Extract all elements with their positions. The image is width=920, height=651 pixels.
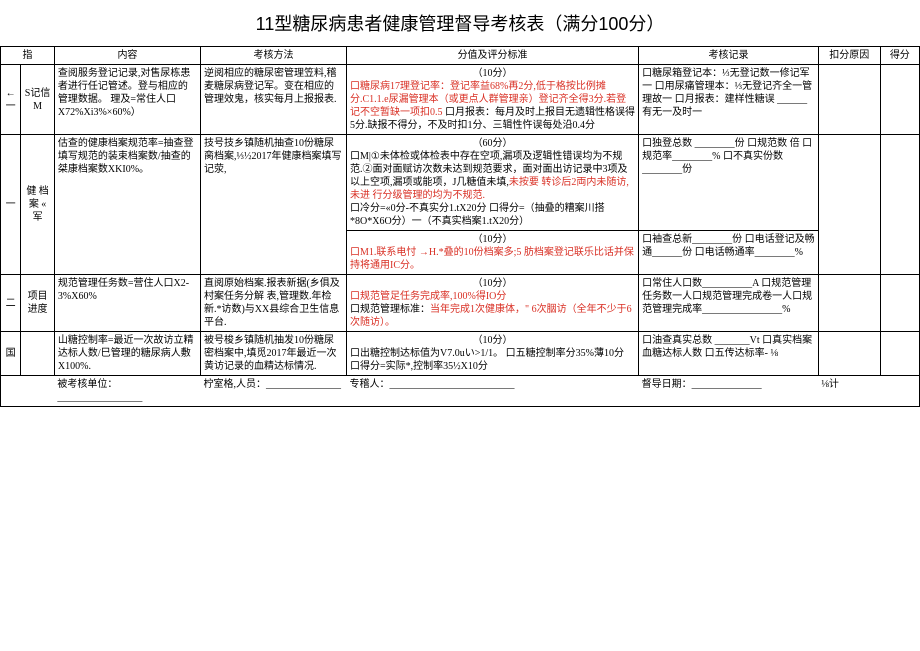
footer-date: 督导日期：______________ (639, 376, 819, 407)
r1-score: （10分） 口糖尿病17理登记率：登记率益68%再2分,低于格按比例摊分.C1.… (347, 65, 639, 135)
footer-unit: 被考核单位：_________________ (54, 376, 200, 407)
r2-deduct (818, 135, 880, 275)
r2b-score-red: 口M1.联系电忖 →H.*叠的10份档案多;5 肪档案登记联乐比话并保持将通用I… (350, 247, 634, 271)
r2-content: 估查的健康档案规范率=抽查登填写规范的装束档案数/抽查的 桀康档案数XKI0%。 (54, 135, 200, 275)
r4-score-header: （10分） (350, 334, 635, 347)
r3-deduct (818, 275, 880, 332)
r4-method: 被号梭乡镇随机抽发10份糖尿密档案中,填觅2017年最近一次黄访记录的血精达标情… (200, 332, 346, 376)
r2b-record: 口袖查总新________份 口电话登记及畅通______份 口电话畅通率___… (639, 231, 819, 275)
r4-deduct (818, 332, 880, 376)
row-1: ←一 S记信M 查阅服务登记记录,对售尿栋患者进行任记管述。登与相应的管理数据。… (1, 65, 920, 135)
r3-score-header: （10分） (350, 277, 635, 290)
r1-score-header: （10分） (350, 67, 635, 80)
r1-sideb: S记信M (21, 65, 55, 135)
row-2a: 一 健 档案 « 军 估查的健康档案规范率=抽查登填写规范的装束档案数/抽查的 … (1, 135, 920, 231)
page-title: 11型糖尿病患者健康管理督导考核表（满分100分） (0, 0, 920, 46)
r1-points (880, 65, 919, 135)
r2a-score-rest: 口冷分=«0分-不真实分1.tX20分 口得分=（抽叠的糟案川搭*8O*X6O分… (350, 202, 635, 228)
r3-score-mix: 口规范管理标准： (350, 304, 430, 315)
th-score: 分值及评分标准 (347, 47, 639, 65)
r1-sidea: ←一 (1, 65, 21, 135)
r2a-record: 口独登总数 ________份 口规范数 倍 口规范率________% 口不真… (639, 135, 819, 231)
r4-sideb (21, 332, 55, 376)
footer-total: ⅛计 (818, 376, 880, 407)
r2-sideb: 健 档案 « 军 (21, 135, 55, 275)
r1-content: 查阅服务登记记录,对售尿栋患者进行任记管述。登与相应的管理数据。 理及=常住人口… (54, 65, 200, 135)
th-deduct: 扣分原因 (818, 47, 880, 65)
r4-content: 山糖控制率=最近一次故访立精达标人数/巳管理的糖尿病人敷X100%. (54, 332, 200, 376)
r3-record: 口常住人口数__________A 口规范管理任务数一人口规范管理完成卷一人口规… (639, 275, 819, 332)
r1-method: 逆阅相应的糖尿密管理笠料,稽麦糖尿病登记军。变在相应的管理效鬼，核实每月上报报表… (200, 65, 346, 135)
r4-score: （10分） 口出糖控制达标值为V7.0uい>1/1。 口五糖控制率分35%薄10… (347, 332, 639, 376)
r4-points (880, 332, 919, 376)
r3-sidea: 二 (1, 275, 21, 332)
r2-points (880, 135, 919, 275)
r2a-score: （60分） 口M|①未体检或体检表中存在空项,漏项及逻辑性错误均为不规范.②面对… (347, 135, 639, 231)
th-points: 得分 (880, 47, 919, 65)
th-content: 内容 (54, 47, 200, 65)
r3-score: （10分） 口规范管足任务完成率,100%得IO分 口规范管理标准：当年完成1次… (347, 275, 639, 332)
th-indicator: 指 (1, 47, 55, 65)
r2b-score: （10分） 口M1.联系电忖 →H.*叠的10份档案多;5 肪档案登记联乐比话并… (347, 231, 639, 275)
r1-record: 口糖尿箱登记本：⅓无登记数一修记军一 口用尿痛管理本：⅓无登记齐全一管理故一 口… (639, 65, 819, 135)
r2-method: 技号技乡镇随机抽查10份糖尿脔档案,⅓½2017年健康档案填写记荥, (200, 135, 346, 275)
th-record: 考核记录 (639, 47, 819, 65)
r2a-score-header: （60分） (350, 137, 635, 150)
r4-score-rest: 口出糖控制达标值为V7.0uい>1/1。 口五糖控制率分35%薄10分 口得分=… (350, 347, 635, 373)
footer-staff: 柠室格,人员：_______________ (200, 376, 346, 407)
r4-record: 口油查真实总数 _______Vt 口真实档案血糖达标人数 口五传达标率- ⅛ (639, 332, 819, 376)
r3-sideb: 项目 进度 (21, 275, 55, 332)
footer-row: 被考核单位：_________________ 柠室格,人员：_________… (1, 376, 920, 407)
r1-deduct (818, 65, 880, 135)
row-3: 二 项目 进度 规范管理任务数=营住人口X2-3%X60% 直阅原始档案.报表新… (1, 275, 920, 332)
r2b-score-header: （10分） (350, 233, 635, 246)
assessment-table: 指 内容 考核方法 分值及评分标准 考核记录 扣分原因 得分 ←一 S记信M 查… (0, 46, 920, 407)
row-4: 国 山糖控制率=最近一次故访立精达标人数/巳管理的糖尿病人敷X100%. 被号梭… (1, 332, 920, 376)
r2-sidea: 一 (1, 135, 21, 275)
r3-score-red: 口规范管足任务完成率,100%得IO分 (350, 290, 635, 303)
r3-method: 直阅原始档案.报表新据(乡俱及村案任务分解 表,管理数.年检新.*访数)与XX县… (200, 275, 346, 332)
r3-points (880, 275, 919, 332)
th-method: 考核方法 (200, 47, 346, 65)
r4-sidea: 国 (1, 332, 21, 376)
footer-expert: 专稽人：_________________________ (347, 376, 639, 407)
header-row: 指 内容 考核方法 分值及评分标准 考核记录 扣分原因 得分 (1, 47, 920, 65)
r3-content: 规范管理任务数=营住人口X2-3%X60% (54, 275, 200, 332)
